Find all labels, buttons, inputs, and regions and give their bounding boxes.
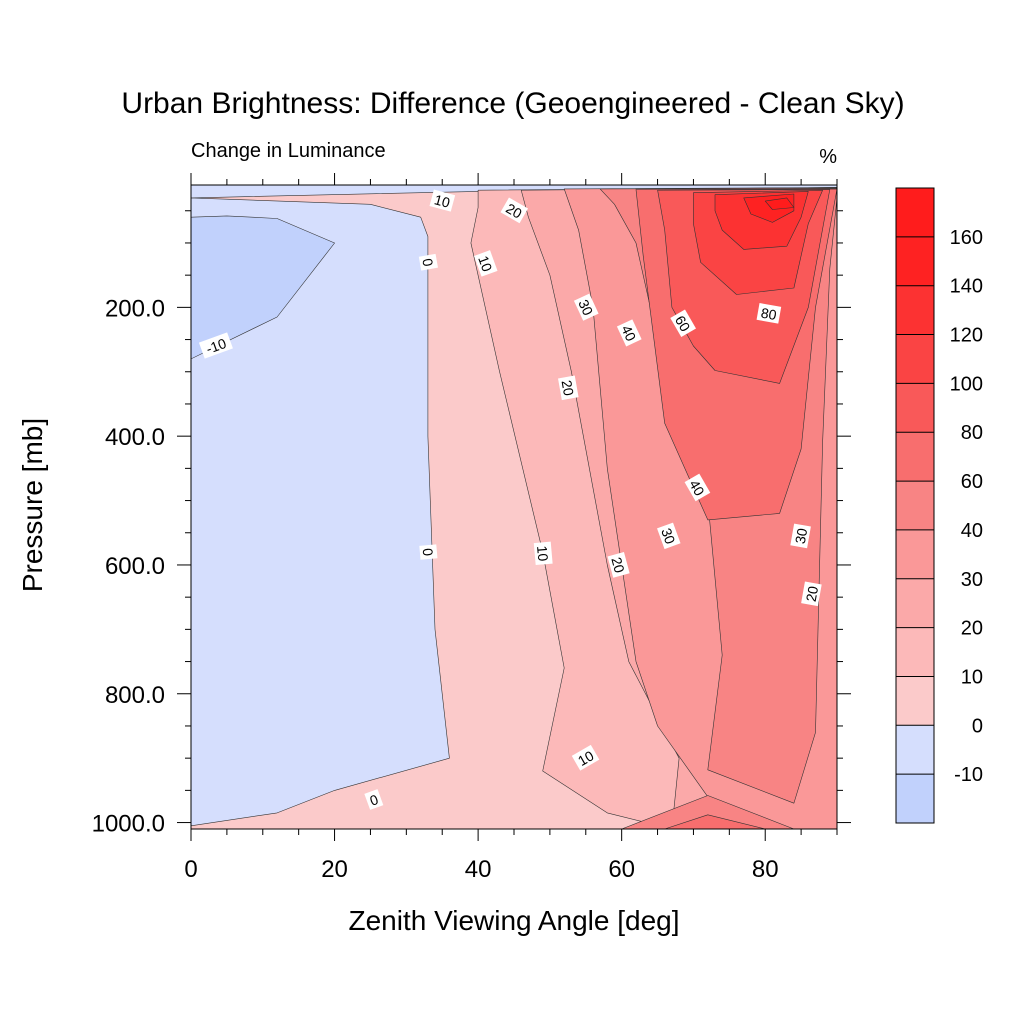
contour-label: 10	[533, 541, 553, 566]
contour-label-text: 40	[618, 323, 639, 344]
colorbar-label: 20	[961, 618, 983, 640]
colorbar-swatch	[896, 334, 934, 384]
contour-label-text: 10	[534, 545, 551, 562]
x-tick-label: 40	[465, 856, 492, 883]
contour-label-text: 10	[575, 747, 597, 769]
colorbar-label: 10	[961, 666, 983, 688]
colorbar: -10 0 10 20 30 40 60 80 100 120 140 160	[895, 187, 983, 824]
colorbar-swatch	[896, 676, 934, 726]
contour-label-text: 30	[792, 527, 810, 545]
colorbar-label: 80	[961, 422, 983, 444]
colorbar-swatch	[896, 529, 934, 579]
colorbar-swatch	[896, 285, 934, 335]
contour-label: 10	[474, 250, 498, 277]
chart-title: Urban Brightness: Difference (Geoenginee…	[121, 87, 904, 120]
contour-label-text: 30	[658, 526, 678, 546]
y-axis-ticks: 200.0 400.0 600.0 800.0 1000.0	[92, 210, 851, 838]
chart-left-subtitle: Change in Luminance	[191, 140, 386, 162]
contour-label-text: 10	[475, 254, 495, 274]
colorbar-swatch	[896, 627, 934, 677]
y-tick-label: 800.0	[105, 682, 165, 709]
contour-label-text: 20	[608, 555, 628, 574]
contour-label: 20	[801, 581, 822, 607]
colorbar-label: 140	[950, 276, 983, 298]
contour-label: 0	[364, 789, 384, 810]
y-tick-label: 400.0	[105, 424, 165, 451]
colorbar-swatch	[896, 725, 934, 775]
y-tick-label: 1000.0	[92, 811, 165, 838]
contour-labels: 10 20 0 10 -10 30 40 60 80 20 40 0 10 20 30 30 20 10 0	[198, 189, 822, 810]
x-tick-label: 20	[321, 856, 348, 883]
contour-label: 20	[500, 197, 529, 224]
chart-units-label: %	[819, 146, 837, 168]
contour-label: 80	[756, 303, 782, 324]
colorbar-label: 60	[961, 471, 983, 493]
contour-label-text: 20	[503, 200, 525, 222]
colorbar-swatch	[896, 774, 934, 823]
x-tick-label: 0	[184, 856, 197, 883]
contour-region	[191, 215, 335, 360]
contour-fill-layer	[191, 185, 837, 829]
contour-region	[664, 814, 766, 829]
x-tick-label: 80	[752, 856, 779, 883]
contour-label: 40	[616, 319, 642, 347]
contour-region	[621, 795, 795, 829]
contour-label-text: 20	[559, 379, 577, 397]
contour-label-text: 0	[419, 257, 436, 268]
colorbar-swatch	[896, 432, 934, 482]
contour-label: 60	[670, 309, 696, 338]
colorbar-label: 0	[972, 715, 983, 737]
contour-label-text: 20	[803, 585, 821, 603]
contour-label: 20	[558, 375, 579, 401]
y-tick-label: 200.0	[105, 295, 165, 322]
contour-label-text: -10	[204, 335, 229, 357]
x-tick-label: 60	[608, 856, 635, 883]
colorbar-swatch	[896, 236, 934, 286]
contour-label: 10	[571, 744, 600, 771]
contour-label-text: 60	[672, 313, 694, 335]
contour-label: 30	[657, 522, 681, 550]
y-axis-label: Pressure [mb]	[17, 418, 48, 592]
x-axis-ticks: 0 20 40 60 80	[184, 173, 838, 883]
x-axis-label: Zenith Viewing Angle [deg]	[348, 905, 679, 936]
colorbar-swatch	[896, 481, 934, 530]
contour-label-text: 40	[686, 477, 708, 499]
contour-label: 20	[607, 552, 630, 578]
colorbar-label: 30	[961, 569, 983, 591]
contour-label-text: 10	[433, 191, 452, 211]
contour-label: 0	[418, 253, 438, 271]
colorbar-label: 120	[950, 325, 983, 347]
colorbar-swatch	[896, 578, 934, 628]
colorbar-label: 100	[950, 373, 983, 395]
contour-label: 40	[684, 473, 711, 502]
colorbar-swatch	[896, 383, 934, 433]
contour-region	[764, 197, 795, 210]
contour-label: 10	[429, 189, 456, 212]
colorbar-border	[895, 187, 935, 824]
colorbar-swatch	[896, 188, 934, 237]
contour-label: 30	[573, 293, 599, 321]
contour-label: 0	[419, 544, 438, 560]
contour-label-text: 30	[575, 297, 596, 318]
contour-label-text: 0	[420, 548, 437, 557]
contour-label: -10	[198, 332, 233, 359]
colorbar-label: 40	[961, 520, 983, 542]
contour-label: 30	[790, 523, 811, 549]
colorbar-label: 160	[950, 227, 983, 249]
contour-label-text: 80	[760, 305, 778, 323]
y-tick-label: 600.0	[105, 553, 165, 580]
colorbar-label: -10	[954, 764, 983, 786]
